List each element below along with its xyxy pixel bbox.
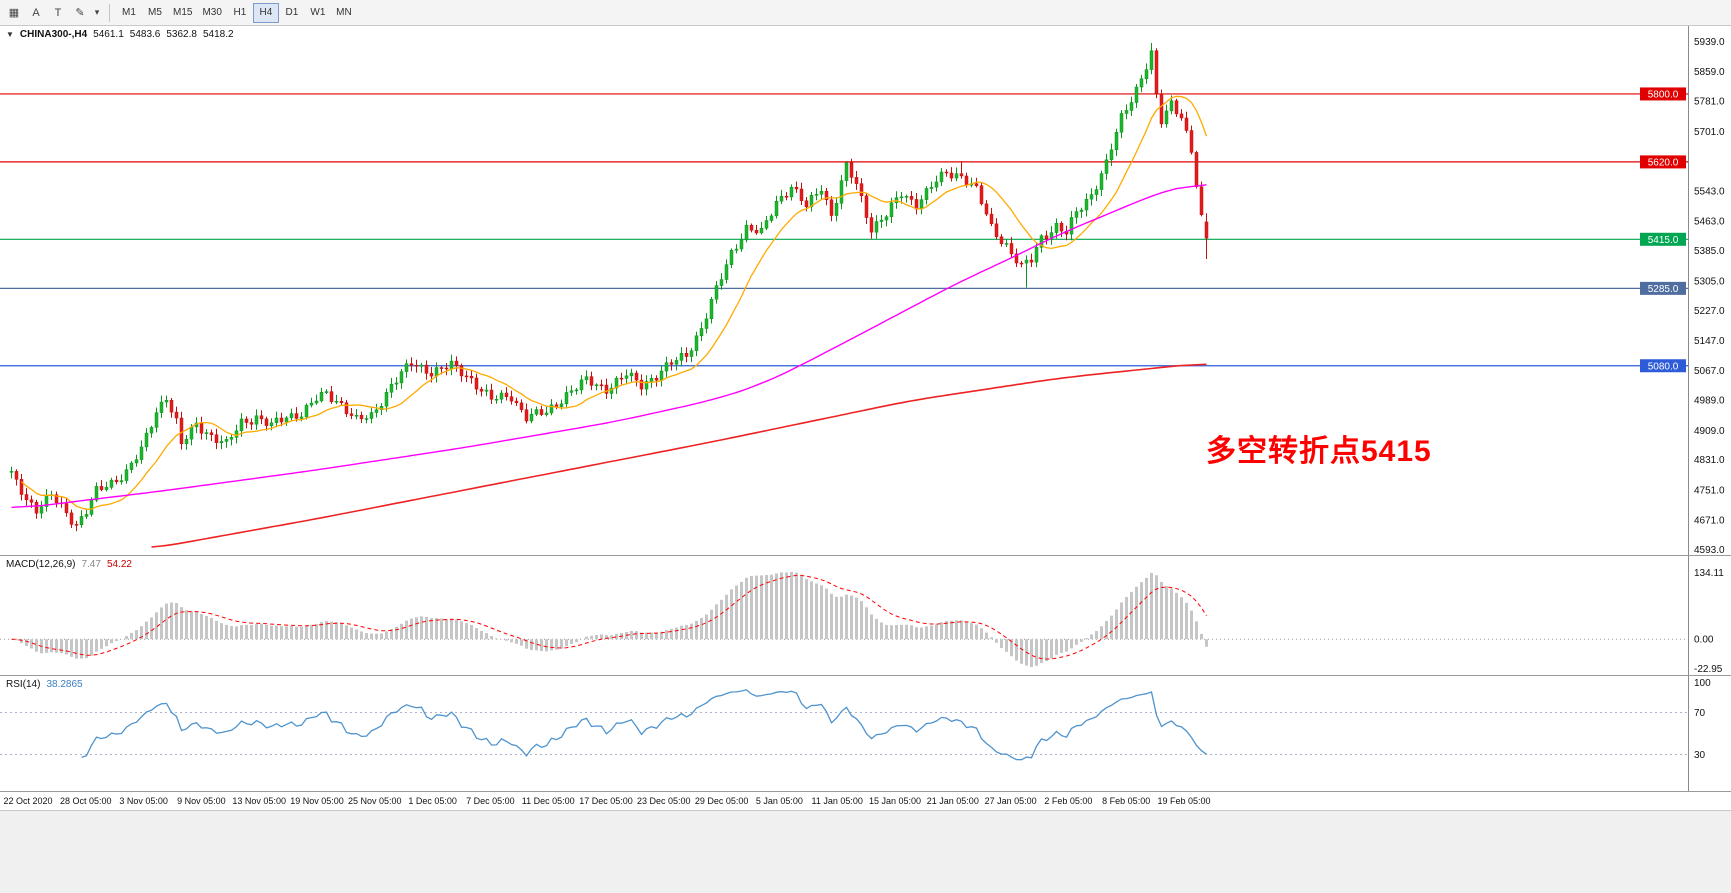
ohlc-close: 5418.2 bbox=[202, 29, 234, 40]
svg-text:5781.0: 5781.0 bbox=[1694, 97, 1725, 108]
timeframe-button-mn[interactable]: MN bbox=[336, 7, 352, 18]
svg-text:5859.0: 5859.0 bbox=[1694, 67, 1725, 78]
chart-grid-icon[interactable]: ▦ bbox=[8, 7, 20, 19]
toolbar-separator bbox=[109, 3, 110, 22]
svg-text:5080.0: 5080.0 bbox=[1648, 361, 1679, 372]
candlestick-chart[interactable]: 5939.0 5859.0 5781.0 5701.0 5543.0 5463.0 5385… bbox=[0, 26, 1731, 555]
time-axis-label: 25 Nov 05:00 bbox=[348, 796, 402, 806]
chart-expand-icon[interactable]: ▼ bbox=[6, 30, 14, 39]
svg-text:4593.0: 4593.0 bbox=[1694, 545, 1725, 555]
rsi-chart[interactable]: 100 70 30 bbox=[0, 676, 1731, 791]
ohlc-open: 5461.1 bbox=[93, 29, 124, 40]
macd-label: MACD(12,26,9) bbox=[6, 559, 76, 570]
ohlc-low: 5362.8 bbox=[166, 29, 197, 40]
time-axis-label: 7 Dec 05:00 bbox=[466, 796, 515, 806]
svg-text:5939.0: 5939.0 bbox=[1694, 37, 1725, 48]
time-axis-label: 3 Nov 05:00 bbox=[119, 796, 168, 806]
svg-text:5800.0: 5800.0 bbox=[1648, 89, 1679, 100]
timeframe-button-h1[interactable]: H1 bbox=[233, 7, 247, 18]
svg-text:4751.0: 4751.0 bbox=[1694, 485, 1725, 496]
time-axis-label: 9 Nov 05:00 bbox=[177, 796, 226, 806]
time-axis-label: 22 Oct 2020 bbox=[3, 796, 53, 806]
time-axis-label: 13 Nov 05:00 bbox=[232, 796, 286, 806]
symbol-label: CHINA300-,H4 bbox=[19, 29, 88, 40]
time-axis-label: 5 Jan 05:00 bbox=[755, 796, 803, 806]
time-axis-label: 1 Dec 05:00 bbox=[408, 796, 457, 806]
chart-title: ▼ CHINA300-,H4 5461.1 5483.6 5362.8 5418… bbox=[6, 29, 234, 40]
top-toolbar: ▦ A T ✎ ▾ M1 M5 M15 M30 H1 H4 D1 W1 MN bbox=[0, 0, 1731, 26]
rsi-value: 38.2865 bbox=[46, 679, 83, 690]
svg-text:0.00: 0.00 bbox=[1694, 635, 1714, 646]
time-axis-label: 23 Dec 05:00 bbox=[637, 796, 691, 806]
time-axis-label: 19 Nov 05:00 bbox=[290, 796, 344, 806]
macd-chart[interactable]: 134.11 0.00 -22.95 bbox=[0, 556, 1731, 675]
draw-tools-dropdown-icon[interactable]: ▾ bbox=[94, 7, 100, 17]
timeframe-button-d1[interactable]: D1 bbox=[285, 7, 299, 18]
timeframe-button-m5[interactable]: M5 bbox=[148, 7, 162, 18]
svg-text:4831.0: 4831.0 bbox=[1694, 455, 1725, 466]
svg-text:134.11: 134.11 bbox=[1694, 568, 1724, 579]
svg-text:4989.0: 4989.0 bbox=[1694, 396, 1725, 407]
svg-text:100: 100 bbox=[1694, 678, 1711, 689]
chart-text-annotation[interactable]: 多空转折点5415 bbox=[1206, 435, 1432, 468]
svg-text:5620.0: 5620.0 bbox=[1648, 157, 1679, 168]
timeframe-button-m1[interactable]: M1 bbox=[122, 7, 136, 18]
timeframe-button-h4[interactable]: H4 bbox=[252, 2, 279, 23]
rsi-indicator-pane[interactable]: 100 70 30 RSI(14) 38.2865 bbox=[0, 676, 1731, 792]
svg-text:5285.0: 5285.0 bbox=[1648, 284, 1679, 295]
time-axis-label: 15 Jan 05:00 bbox=[868, 796, 922, 806]
svg-text:70: 70 bbox=[1694, 708, 1706, 719]
time-axis[interactable]: 22 Oct 2020 28 Oct 05:00 3 Nov 05:00 9 Nov … bbox=[0, 792, 1731, 810]
time-axis-label: 21 Jan 05:00 bbox=[926, 796, 979, 806]
timeframe-group: M1 M5 M15 M30 H1 H4 D1 W1 MN bbox=[116, 2, 357, 23]
main-chart-pane[interactable]: 5939.0 5859.0 5781.0 5701.0 5543.0 5463.0 5385… bbox=[0, 26, 1731, 556]
time-axis-label: 11 Dec 05:00 bbox=[521, 796, 575, 806]
macd-indicator-pane[interactable]: 134.11 0.00 -22.95 MACD(12,26,9) 7.47 54.2… bbox=[0, 556, 1731, 676]
text-label-button[interactable]: T bbox=[54, 6, 62, 19]
tool-group: ▦ A T ✎ ▾ bbox=[3, 3, 103, 23]
cursor-arrow-button[interactable]: A bbox=[32, 6, 40, 19]
time-axis-label: 2 Feb 05:00 bbox=[1044, 796, 1093, 806]
time-axis-label: 17 Dec 05:00 bbox=[579, 796, 633, 806]
timeframe-button-m30[interactable]: M30 bbox=[202, 7, 222, 18]
ohlc-high: 5483.6 bbox=[129, 29, 161, 40]
time-axis-label: 19 Feb 05:00 bbox=[1157, 796, 1211, 806]
svg-text:5305.0: 5305.0 bbox=[1694, 276, 1725, 287]
svg-text:-22.95: -22.95 bbox=[1694, 664, 1723, 675]
svg-text:4671.0: 4671.0 bbox=[1694, 516, 1725, 527]
time-axis-label: 27 Jan 05:00 bbox=[984, 796, 1037, 806]
macd-title: MACD(12,26,9) 7.47 54.22 bbox=[6, 559, 132, 570]
workspace-background bbox=[0, 810, 1731, 893]
time-axis-label: 8 Feb 05:00 bbox=[1102, 796, 1151, 806]
macd-main-value: 7.47 bbox=[81, 559, 101, 570]
timeframe-button-m15[interactable]: M15 bbox=[173, 7, 193, 18]
draw-tools-button[interactable]: ✎ bbox=[75, 7, 85, 19]
svg-text:5415.0: 5415.0 bbox=[1648, 235, 1679, 246]
svg-text:5385.0: 5385.0 bbox=[1694, 246, 1725, 257]
time-axis-label: 29 Dec 05:00 bbox=[694, 796, 749, 806]
svg-text:5227.0: 5227.0 bbox=[1694, 306, 1725, 317]
svg-text:5701.0: 5701.0 bbox=[1694, 127, 1725, 138]
macd-signal-value: 54.22 bbox=[106, 559, 132, 570]
rsi-label: RSI(14) bbox=[6, 679, 41, 690]
rsi-title: RSI(14) 38.2865 bbox=[6, 679, 83, 690]
time-axis-label: 11 Jan 05:00 bbox=[811, 796, 863, 806]
timeframe-button-w1[interactable]: W1 bbox=[310, 7, 326, 18]
time-axis-label: 28 Oct 05:00 bbox=[60, 796, 112, 806]
svg-text:5067.0: 5067.0 bbox=[1694, 366, 1725, 377]
svg-text:5147.0: 5147.0 bbox=[1694, 336, 1725, 347]
svg-text:5543.0: 5543.0 bbox=[1694, 186, 1725, 197]
svg-text:30: 30 bbox=[1694, 750, 1706, 761]
svg-text:5463.0: 5463.0 bbox=[1694, 217, 1725, 228]
svg-text:4909.0: 4909.0 bbox=[1694, 426, 1725, 437]
